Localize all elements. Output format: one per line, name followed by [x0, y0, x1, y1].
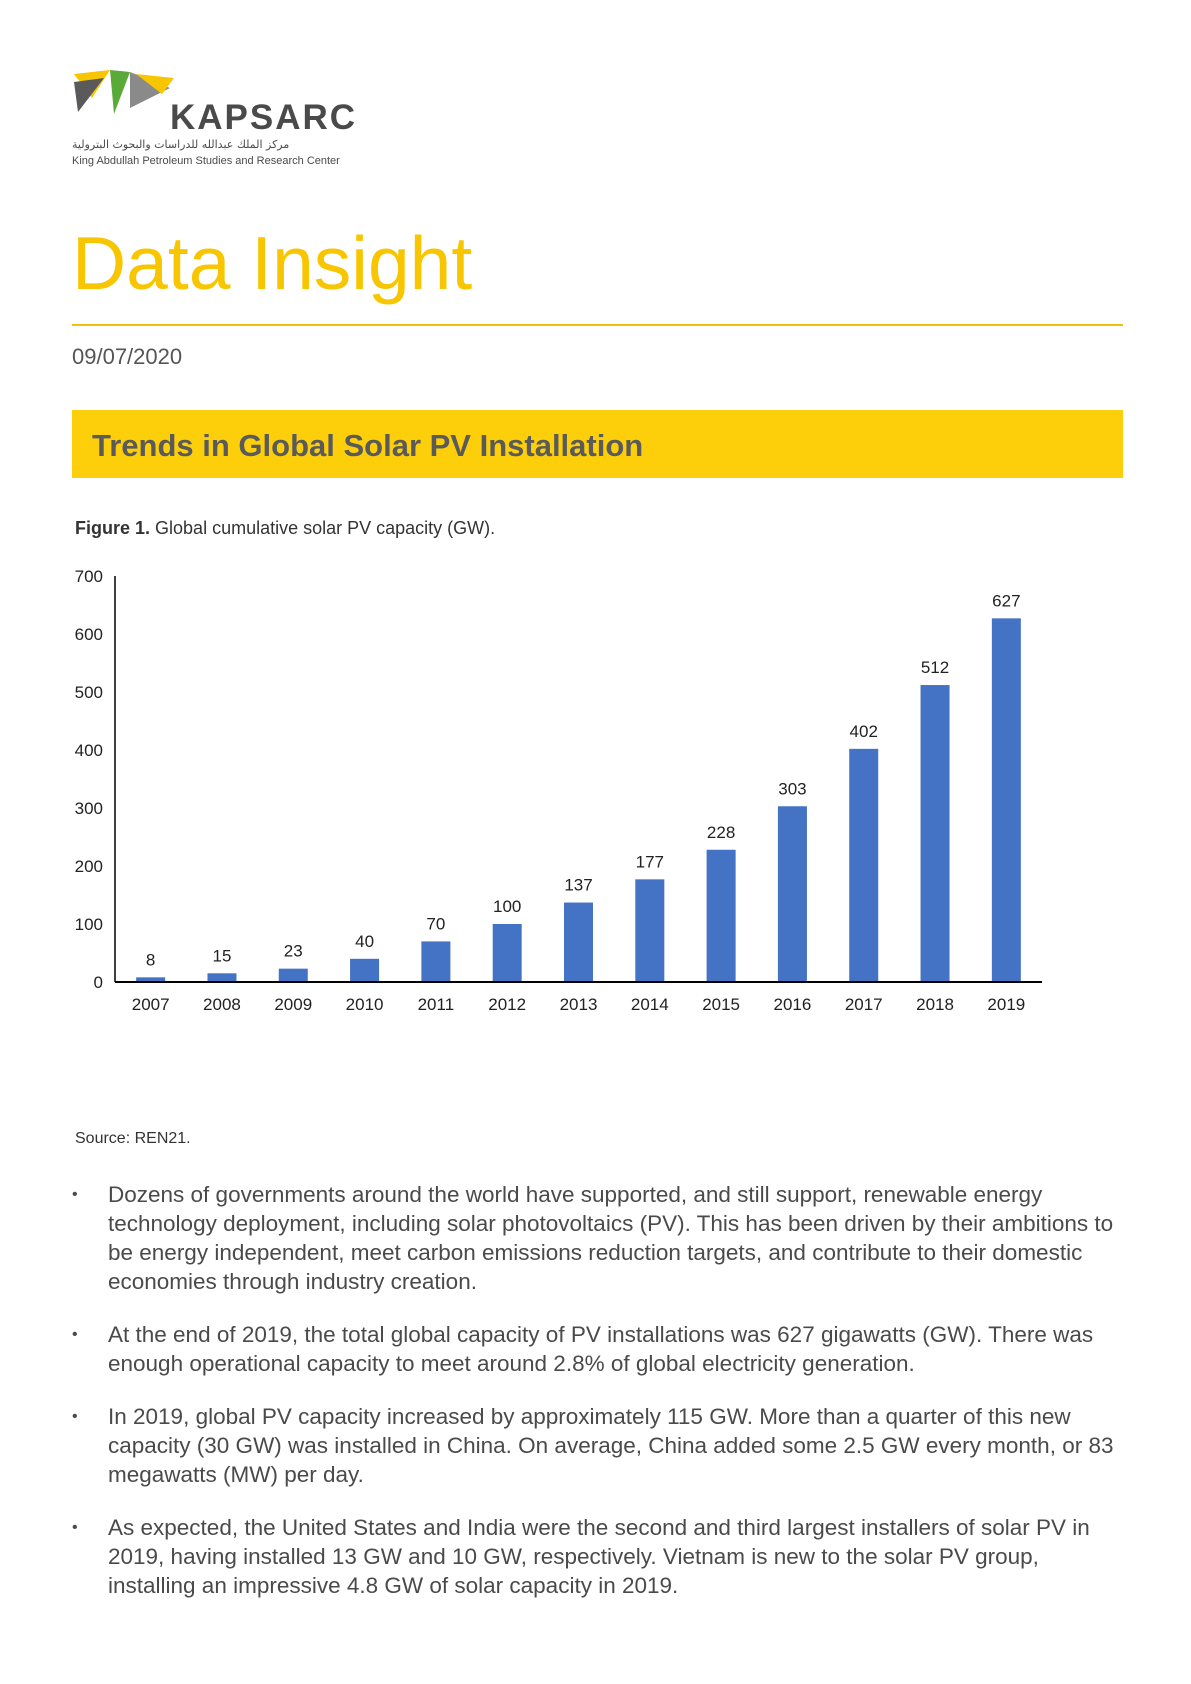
section-heading: Trends in Global Solar PV Installation: [92, 428, 644, 463]
x-tick-label: 2007: [132, 995, 170, 1014]
bullet-text: In 2019, global PV capacity increased by…: [108, 1404, 1114, 1487]
x-tick-label: 2016: [774, 995, 812, 1014]
data-label: 137: [564, 876, 592, 895]
bar: [207, 973, 237, 982]
bullet-marker: •: [72, 1408, 78, 1425]
data-label: 402: [850, 722, 878, 741]
x-tick-label: 2015: [702, 995, 740, 1014]
bullet-marker: •: [72, 1326, 78, 1343]
bullet-text: As expected, the United States and India…: [108, 1515, 1090, 1598]
figure-caption: Figure 1. Global cumulative solar PV cap…: [75, 518, 495, 539]
x-tick-label: 2013: [560, 995, 598, 1014]
bar-chart: 0 100 200 300 400 500 600 700 8 15 23 40 70 100 137 17…: [75, 567, 1042, 1014]
data-label: 70: [426, 914, 445, 933]
y-tick-label: 300: [75, 799, 103, 818]
y-axis-ticks: 0 100 200 300 400 500 600 700: [75, 567, 103, 992]
bullet-text: At the end of 2019, the total global cap…: [108, 1322, 1094, 1376]
bar: [635, 879, 665, 982]
data-label: 512: [921, 658, 949, 677]
x-tick-label: 2012: [488, 995, 526, 1014]
kapsarc-logo: KAPSARC مركز الملك عبدالله للدراسات والب…: [70, 68, 370, 168]
bullet-text: Dozens of governments around the world h…: [108, 1182, 1114, 1294]
x-tick-label: 2011: [418, 995, 455, 1014]
y-tick-label: 500: [75, 683, 103, 702]
figure-source: Source: REN21.: [75, 1130, 191, 1147]
arabic-org-name: مركز الملك عبدالله للدراسات والبحوث البت…: [72, 138, 290, 151]
bullet-item: • As expected, the United States and Indi…: [70, 1513, 1130, 1600]
bar: [849, 748, 879, 982]
bars: [136, 618, 1021, 982]
data-label: 627: [992, 591, 1020, 610]
y-tick-label: 600: [75, 625, 103, 644]
kapsarc-logo-icon: [74, 70, 174, 114]
data-label: 8: [146, 950, 155, 969]
bullet-item: • Dozens of governments around the world …: [70, 1180, 1130, 1296]
x-tick-label: 2017: [845, 995, 883, 1014]
x-tick-label: 2014: [631, 995, 669, 1014]
publish-date: 09/07/2020: [72, 344, 183, 369]
y-tick-label: 200: [75, 857, 103, 876]
data-label: 303: [778, 779, 806, 798]
bullet-item: • At the end of 2019, the total global ca…: [70, 1320, 1130, 1378]
bar: [564, 902, 593, 982]
page-title: Data Insight: [72, 221, 473, 305]
brand-name: KAPSARC: [170, 98, 358, 137]
figure-label: Figure 1.: [75, 518, 151, 538]
y-tick-label: 100: [75, 915, 103, 934]
section-banner: Trends in Global Solar PV Installation: [72, 410, 1123, 478]
bar: [920, 685, 950, 982]
figure-caption-text: Global cumulative solar PV capacity (GW)…: [155, 518, 496, 538]
x-tick-label: 2009: [274, 995, 312, 1014]
bullet-marker: •: [72, 1186, 78, 1203]
data-label: 40: [355, 932, 374, 951]
bullet-marker: •: [72, 1519, 78, 1536]
data-label: 177: [636, 852, 664, 871]
bullet-item: • In 2019, global PV capacity increased b…: [70, 1402, 1130, 1489]
bullet-list: • Dozens of governments around the world …: [70, 1180, 1130, 1624]
bar: [350, 958, 380, 982]
x-tick-label: 2010: [346, 995, 384, 1014]
data-label: 100: [493, 897, 521, 916]
title-divider: [72, 324, 1123, 326]
x-axis-ticks: 2007 2008 2009 2010 2011 2012 2013 2014 2015 2016…: [132, 995, 1026, 1014]
bar: [706, 849, 736, 982]
data-label: 15: [213, 946, 232, 965]
bar: [492, 924, 522, 982]
x-tick-label: 2019: [987, 995, 1025, 1014]
bar: [278, 968, 308, 982]
bar: [991, 618, 1021, 982]
bar: [777, 806, 807, 982]
y-tick-label: 0: [94, 973, 103, 992]
y-tick-label: 400: [75, 741, 103, 760]
x-tick-label: 2008: [203, 995, 241, 1014]
bar: [421, 941, 451, 982]
bar: [136, 977, 166, 982]
data-label: 228: [707, 823, 735, 842]
data-label: 23: [284, 942, 303, 961]
y-tick-label: 700: [75, 567, 103, 586]
x-tick-label: 2018: [916, 995, 954, 1014]
org-name: King Abdullah Petroleum Studies and Rese…: [72, 155, 340, 167]
data-labels: 8 15 23 40 70 100 137 177 228 303 402 512 627: [146, 591, 1021, 969]
